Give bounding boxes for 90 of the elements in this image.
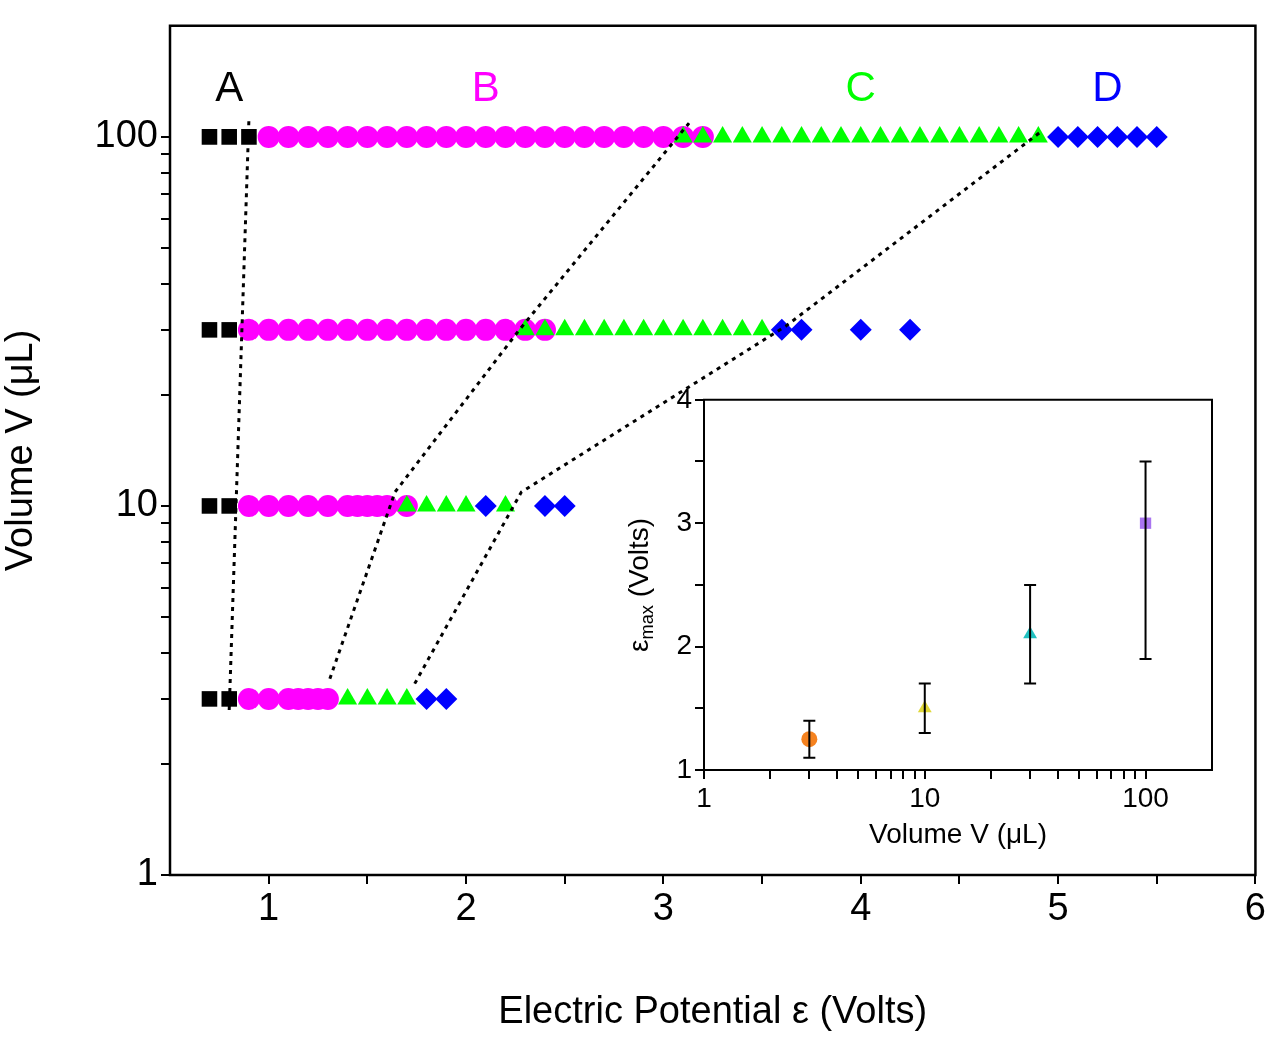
point	[553, 125, 576, 148]
y-tick-label: 1	[676, 752, 692, 784]
point	[297, 125, 320, 148]
point	[201, 129, 218, 145]
x-tick-label: 5	[1047, 886, 1069, 929]
point	[316, 318, 339, 341]
point	[316, 125, 339, 148]
point	[257, 687, 280, 710]
point	[201, 322, 218, 338]
series-label: C	[845, 62, 876, 110]
point	[415, 125, 438, 148]
point	[221, 129, 237, 145]
series-label: D	[1092, 62, 1123, 110]
point	[1047, 125, 1070, 148]
point	[435, 318, 458, 341]
point	[257, 125, 280, 148]
point	[277, 318, 300, 341]
point	[455, 125, 478, 148]
series-label: A	[215, 62, 244, 110]
series-label: B	[471, 62, 500, 110]
point	[494, 125, 517, 148]
point	[533, 125, 556, 148]
point	[356, 125, 379, 148]
y-axis-title: εmax (Volts)	[622, 517, 658, 652]
point	[237, 494, 260, 517]
point	[415, 318, 438, 341]
y-tick-label: 3	[676, 505, 692, 537]
point	[376, 318, 399, 341]
point	[241, 129, 257, 145]
x-tick-label: 10	[909, 781, 941, 813]
point	[1066, 125, 1089, 148]
y-tick-label: 1	[136, 851, 158, 894]
y-tick-label: 2	[676, 629, 692, 661]
point	[336, 125, 359, 148]
point	[1145, 125, 1168, 148]
point	[494, 318, 517, 341]
point	[201, 498, 218, 514]
point	[849, 318, 872, 341]
point	[435, 687, 458, 710]
point	[221, 322, 237, 338]
point	[573, 125, 596, 148]
point	[277, 494, 300, 517]
point	[415, 687, 438, 710]
point	[257, 494, 280, 517]
point	[237, 687, 260, 710]
point	[1106, 125, 1129, 148]
y-tick-label: 4	[676, 382, 692, 414]
x-tick-label: 1	[696, 781, 712, 813]
point	[297, 318, 320, 341]
point	[899, 318, 922, 341]
line-series	[328, 121, 691, 681]
point	[514, 125, 537, 148]
point	[593, 125, 616, 148]
point	[455, 318, 478, 341]
y-tick-label: 100	[94, 113, 158, 156]
point	[336, 318, 359, 341]
y-tick-label: 10	[115, 482, 158, 525]
point	[395, 318, 418, 341]
point	[474, 125, 497, 148]
point	[1126, 125, 1149, 148]
point	[201, 691, 218, 707]
x-tick-label: 6	[1244, 886, 1266, 929]
point	[435, 125, 458, 148]
point	[652, 125, 675, 148]
point	[277, 125, 300, 148]
point	[356, 318, 379, 341]
point	[257, 318, 280, 341]
point	[612, 125, 635, 148]
point	[770, 318, 793, 341]
point	[1086, 125, 1109, 148]
point	[474, 494, 497, 517]
point	[632, 125, 655, 148]
point	[474, 318, 497, 341]
x-tick-label: 4	[850, 886, 872, 929]
y-axis-title: Volume V (μL)	[0, 329, 41, 572]
x-tick-label: 1	[258, 886, 280, 929]
point	[790, 318, 813, 341]
x-tick-label: 2	[455, 886, 477, 929]
x-tick-label: 100	[1122, 781, 1169, 813]
point	[533, 494, 556, 517]
x-axis-title: Electric Potential ε (Volts)	[498, 989, 928, 1032]
point	[237, 318, 260, 341]
point	[395, 125, 418, 148]
point	[553, 494, 576, 517]
point	[316, 494, 339, 517]
point	[376, 125, 399, 148]
x-axis-title: Volume V (μL)	[869, 817, 1047, 849]
point	[221, 498, 237, 514]
point	[297, 494, 320, 517]
point	[221, 691, 237, 707]
